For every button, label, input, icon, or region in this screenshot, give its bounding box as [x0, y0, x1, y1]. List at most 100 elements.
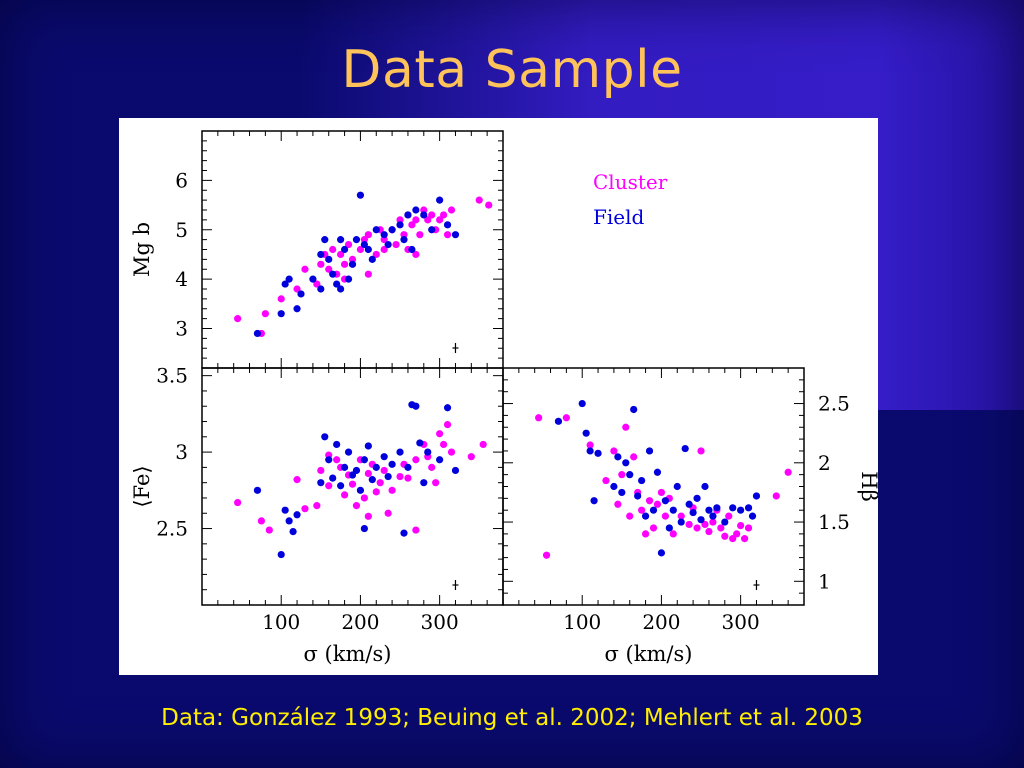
- data-point-field: [428, 226, 436, 234]
- data-point-field: [582, 429, 590, 437]
- data-point-cluster: [364, 231, 372, 239]
- data-point-cluster: [420, 206, 428, 214]
- data-point-cluster: [443, 231, 452, 239]
- y-tick-label: 3.5: [156, 364, 188, 388]
- data-point-cluster: [784, 468, 792, 476]
- x-axis-label: σ (km/s): [605, 642, 693, 666]
- data-point-cluster: [372, 488, 380, 496]
- data-point-cluster: [677, 512, 685, 520]
- data-point-field: [681, 444, 689, 453]
- legend-field: Field: [593, 205, 645, 229]
- data-point-field: [752, 492, 761, 500]
- data-point-field: [677, 518, 685, 526]
- data-point-cluster: [428, 463, 436, 471]
- data-point-field: [400, 236, 408, 244]
- data-point-field: [348, 260, 357, 268]
- data-point-field: [709, 512, 717, 520]
- data-point-field: [673, 482, 681, 491]
- data-point-field: [285, 517, 293, 525]
- data-point-cluster: [257, 517, 266, 525]
- data-point-cluster: [317, 466, 325, 475]
- legend-cluster: Cluster: [593, 170, 668, 194]
- data-point-cluster: [535, 414, 543, 422]
- data-source-caption: Data: González 1993; Beuing et al. 2002;…: [161, 705, 863, 731]
- data-point-cluster: [360, 494, 368, 502]
- data-point-field: [685, 500, 693, 508]
- data-point-cluster: [439, 440, 448, 449]
- data-point-field: [384, 240, 392, 249]
- data-point-field: [443, 404, 452, 412]
- data-point-field: [325, 255, 333, 263]
- data-point-field: [317, 285, 325, 293]
- series-cluster: [234, 420, 487, 534]
- data-point-cluster: [380, 236, 388, 244]
- data-point-field: [634, 492, 642, 500]
- data-point-cluster: [610, 447, 618, 455]
- data-point-field: [420, 211, 428, 219]
- data-point-cluster: [313, 502, 321, 510]
- data-point-field: [705, 506, 713, 514]
- data-point-cluster: [412, 526, 420, 534]
- data-point-field: [253, 486, 262, 494]
- data-point-cluster: [693, 524, 701, 532]
- data-point-field: [372, 226, 380, 234]
- series-field: [253, 191, 460, 338]
- data-point-field: [277, 550, 285, 559]
- data-point-field: [590, 497, 598, 505]
- x-axis-label: σ (km/s): [304, 642, 392, 666]
- data-point-cluster: [669, 530, 677, 538]
- data-point-cluster: [657, 488, 666, 497]
- data-point-cluster: [348, 480, 357, 488]
- data-point-cluster: [717, 524, 725, 532]
- data-point-cluster: [277, 295, 285, 303]
- data-point-field: [578, 399, 586, 408]
- data-point-field: [321, 236, 329, 244]
- data-point-field: [364, 245, 372, 254]
- y-axis-label: Hβ: [857, 471, 878, 501]
- data-point-cluster: [443, 420, 452, 429]
- y-tick-label: 6: [175, 168, 188, 192]
- data-point-cluster: [661, 512, 669, 520]
- data-point-field: [630, 405, 638, 414]
- data-point-field: [396, 221, 404, 229]
- x-tick-label: 200: [341, 610, 379, 634]
- data-point-cluster: [416, 231, 424, 239]
- x-tick-label: 100: [262, 610, 300, 634]
- data-point-cluster: [396, 216, 404, 224]
- data-point-field: [352, 466, 361, 475]
- y-axis-label: Mg b: [130, 222, 154, 277]
- x-tick-label: 100: [563, 610, 601, 634]
- data-point-cluster: [467, 453, 475, 461]
- data-point-field: [737, 506, 745, 514]
- data-point-field: [693, 494, 701, 502]
- data-point-field: [729, 504, 737, 512]
- data-point-cluster: [447, 448, 456, 456]
- data-point-field: [285, 275, 293, 283]
- data-point-cluster: [638, 506, 646, 514]
- data-point-field: [436, 456, 444, 464]
- data-point-cluster: [602, 476, 610, 485]
- data-point-cluster: [737, 522, 745, 530]
- data-point-cluster: [261, 310, 269, 318]
- data-point-field: [329, 474, 337, 482]
- data-point-cluster: [439, 211, 448, 219]
- data-point-cluster: [424, 216, 432, 224]
- data-point-field: [594, 449, 602, 457]
- data-point-field: [451, 231, 460, 239]
- data-point-cluster: [436, 430, 444, 438]
- data-point-field: [689, 508, 697, 517]
- data-point-field: [317, 250, 325, 259]
- x-tick-label: 300: [722, 610, 760, 634]
- data-point-cluster: [352, 502, 361, 510]
- data-point-cluster: [709, 518, 717, 526]
- data-point-field: [408, 245, 416, 254]
- data-point-field: [333, 280, 341, 288]
- data-point-cluster: [586, 441, 594, 449]
- y-tick-label: 2: [818, 451, 831, 475]
- data-point-field: [586, 447, 594, 455]
- data-point-cluster: [653, 500, 662, 508]
- data-point-field: [340, 245, 349, 254]
- data-point-field: [360, 456, 368, 464]
- data-point-cluster: [436, 216, 444, 224]
- data-point-field: [337, 285, 345, 293]
